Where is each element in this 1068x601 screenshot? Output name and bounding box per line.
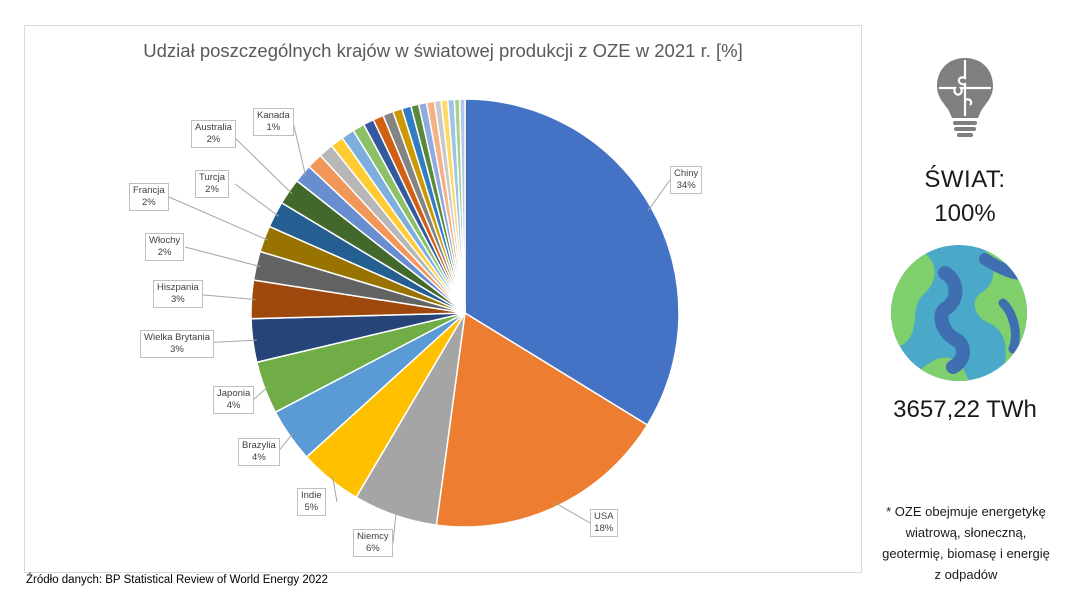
leader-line bbox=[234, 183, 279, 217]
data-label-name: USA bbox=[594, 511, 614, 522]
footnote-line: * OZE obejmuje energetykę bbox=[886, 504, 1046, 519]
data-label-wielka-brytania: Wielka Brytania 3% bbox=[140, 330, 214, 358]
data-label-value: 18% bbox=[594, 523, 614, 534]
data-label-name: Włochy bbox=[149, 235, 181, 246]
data-label-usa: USA 18% bbox=[590, 509, 618, 537]
data-label-value: 4% bbox=[226, 400, 241, 411]
data-label-brazylia: Brazylia 4% bbox=[238, 438, 280, 466]
data-label-name: Hiszpania bbox=[157, 282, 199, 293]
data-label-value: 2% bbox=[205, 184, 219, 195]
footnote-line: geotermię, biomasę i energię bbox=[882, 546, 1050, 561]
data-label-name: Indie bbox=[301, 490, 322, 501]
leader-line bbox=[192, 293, 256, 301]
data-label-name: Japonia bbox=[217, 388, 251, 399]
data-label-chiny: Chiny 34% bbox=[670, 166, 703, 194]
data-label-value: 3% bbox=[170, 344, 184, 355]
pie-chart bbox=[168, 98, 680, 544]
chart-area: Udział poszczególnych krajów w światowej… bbox=[24, 25, 862, 573]
data-label-niemcy: Niemcy 6% bbox=[353, 529, 393, 557]
data-label-name: Wielka Brytania bbox=[144, 332, 210, 343]
leader-line bbox=[252, 386, 269, 401]
data-label-australia: Australia 2% bbox=[191, 120, 236, 148]
data-label-value: 1% bbox=[266, 122, 281, 133]
data-label-japonia: Japonia 4% bbox=[213, 386, 255, 414]
data-label-włochy: Włochy 2% bbox=[145, 233, 185, 261]
data-label-value: 3% bbox=[170, 294, 185, 305]
data-label-hiszpania: Hiszpania 3% bbox=[153, 280, 203, 308]
leader-line bbox=[230, 133, 293, 195]
data-label-value: 34% bbox=[676, 180, 696, 191]
footnote-line: z odpadów bbox=[934, 567, 998, 582]
data-label-value: 2% bbox=[141, 197, 156, 208]
chart-title: Udział poszczególnych krajów w światowej… bbox=[143, 40, 743, 61]
data-label-name: Australia bbox=[195, 122, 232, 133]
globe-icon bbox=[891, 245, 1027, 381]
data-label-name: Niemcy bbox=[357, 531, 389, 542]
lightbulb-puzzle-icon bbox=[937, 58, 993, 137]
data-label-name: Chiny bbox=[674, 168, 699, 179]
data-label-value: 4% bbox=[252, 452, 266, 463]
data-label-value: 5% bbox=[304, 502, 319, 513]
leader-line bbox=[554, 502, 591, 524]
data-source: Źródło danych: BP Statistical Review of … bbox=[26, 574, 328, 586]
leader-line bbox=[647, 179, 671, 211]
leader-line bbox=[392, 511, 397, 544]
data-label-value: 2% bbox=[206, 134, 221, 145]
footnote-line: wiatrową, słoneczną, bbox=[905, 525, 1027, 540]
pie-slice-other bbox=[458, 98, 466, 314]
data-label-value: 6% bbox=[365, 543, 380, 554]
leader-line bbox=[331, 475, 338, 503]
summary-panel: ŚWIAT: 100% 3657,22 TWh * OZE obejmuje e… bbox=[862, 0, 1068, 601]
data-label-francja: Francja 2% bbox=[129, 183, 169, 211]
pie-slice-chiny bbox=[464, 98, 680, 427]
leader-line bbox=[168, 196, 269, 241]
data-label-indie: Indie 5% bbox=[297, 488, 326, 516]
data-label-name: Brazylia bbox=[242, 440, 276, 451]
footnote: * OZE obejmuje energetykę wiatrową, słon… bbox=[866, 501, 1066, 585]
data-label-value: 2% bbox=[157, 247, 172, 258]
world-percentage: 100% bbox=[934, 200, 996, 227]
data-label-kanada: Kanada 1% bbox=[253, 108, 294, 136]
pie-slice-usa bbox=[435, 311, 649, 528]
world-label: ŚWIAT: bbox=[924, 166, 1006, 193]
leader-line bbox=[277, 432, 294, 453]
leader-line bbox=[184, 246, 261, 268]
world-energy-total: 3657,22 TWh bbox=[893, 396, 1037, 423]
leader-line bbox=[292, 121, 307, 177]
data-label-name: Francja bbox=[133, 185, 165, 196]
data-label-name: Turcja bbox=[199, 172, 226, 183]
data-label-turcja: Turcja 2% bbox=[195, 170, 230, 198]
data-label-name: Kanada bbox=[257, 110, 290, 121]
